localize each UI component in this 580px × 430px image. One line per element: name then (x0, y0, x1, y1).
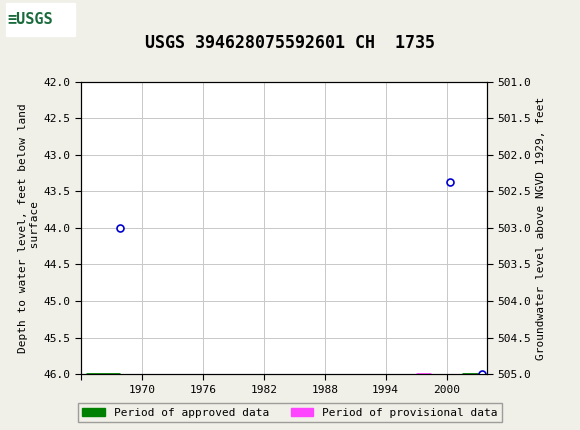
Y-axis label: Groundwater level above NGVD 1929, feet: Groundwater level above NGVD 1929, feet (535, 96, 546, 359)
FancyBboxPatch shape (6, 3, 75, 36)
Text: USGS 394628075592601 CH  1735: USGS 394628075592601 CH 1735 (145, 34, 435, 52)
Text: ≡USGS: ≡USGS (8, 12, 53, 27)
Y-axis label: Depth to water level, feet below land
 surface: Depth to water level, feet below land su… (18, 103, 39, 353)
Legend: Period of approved data, Period of provisional data: Period of approved data, Period of provi… (78, 403, 502, 422)
